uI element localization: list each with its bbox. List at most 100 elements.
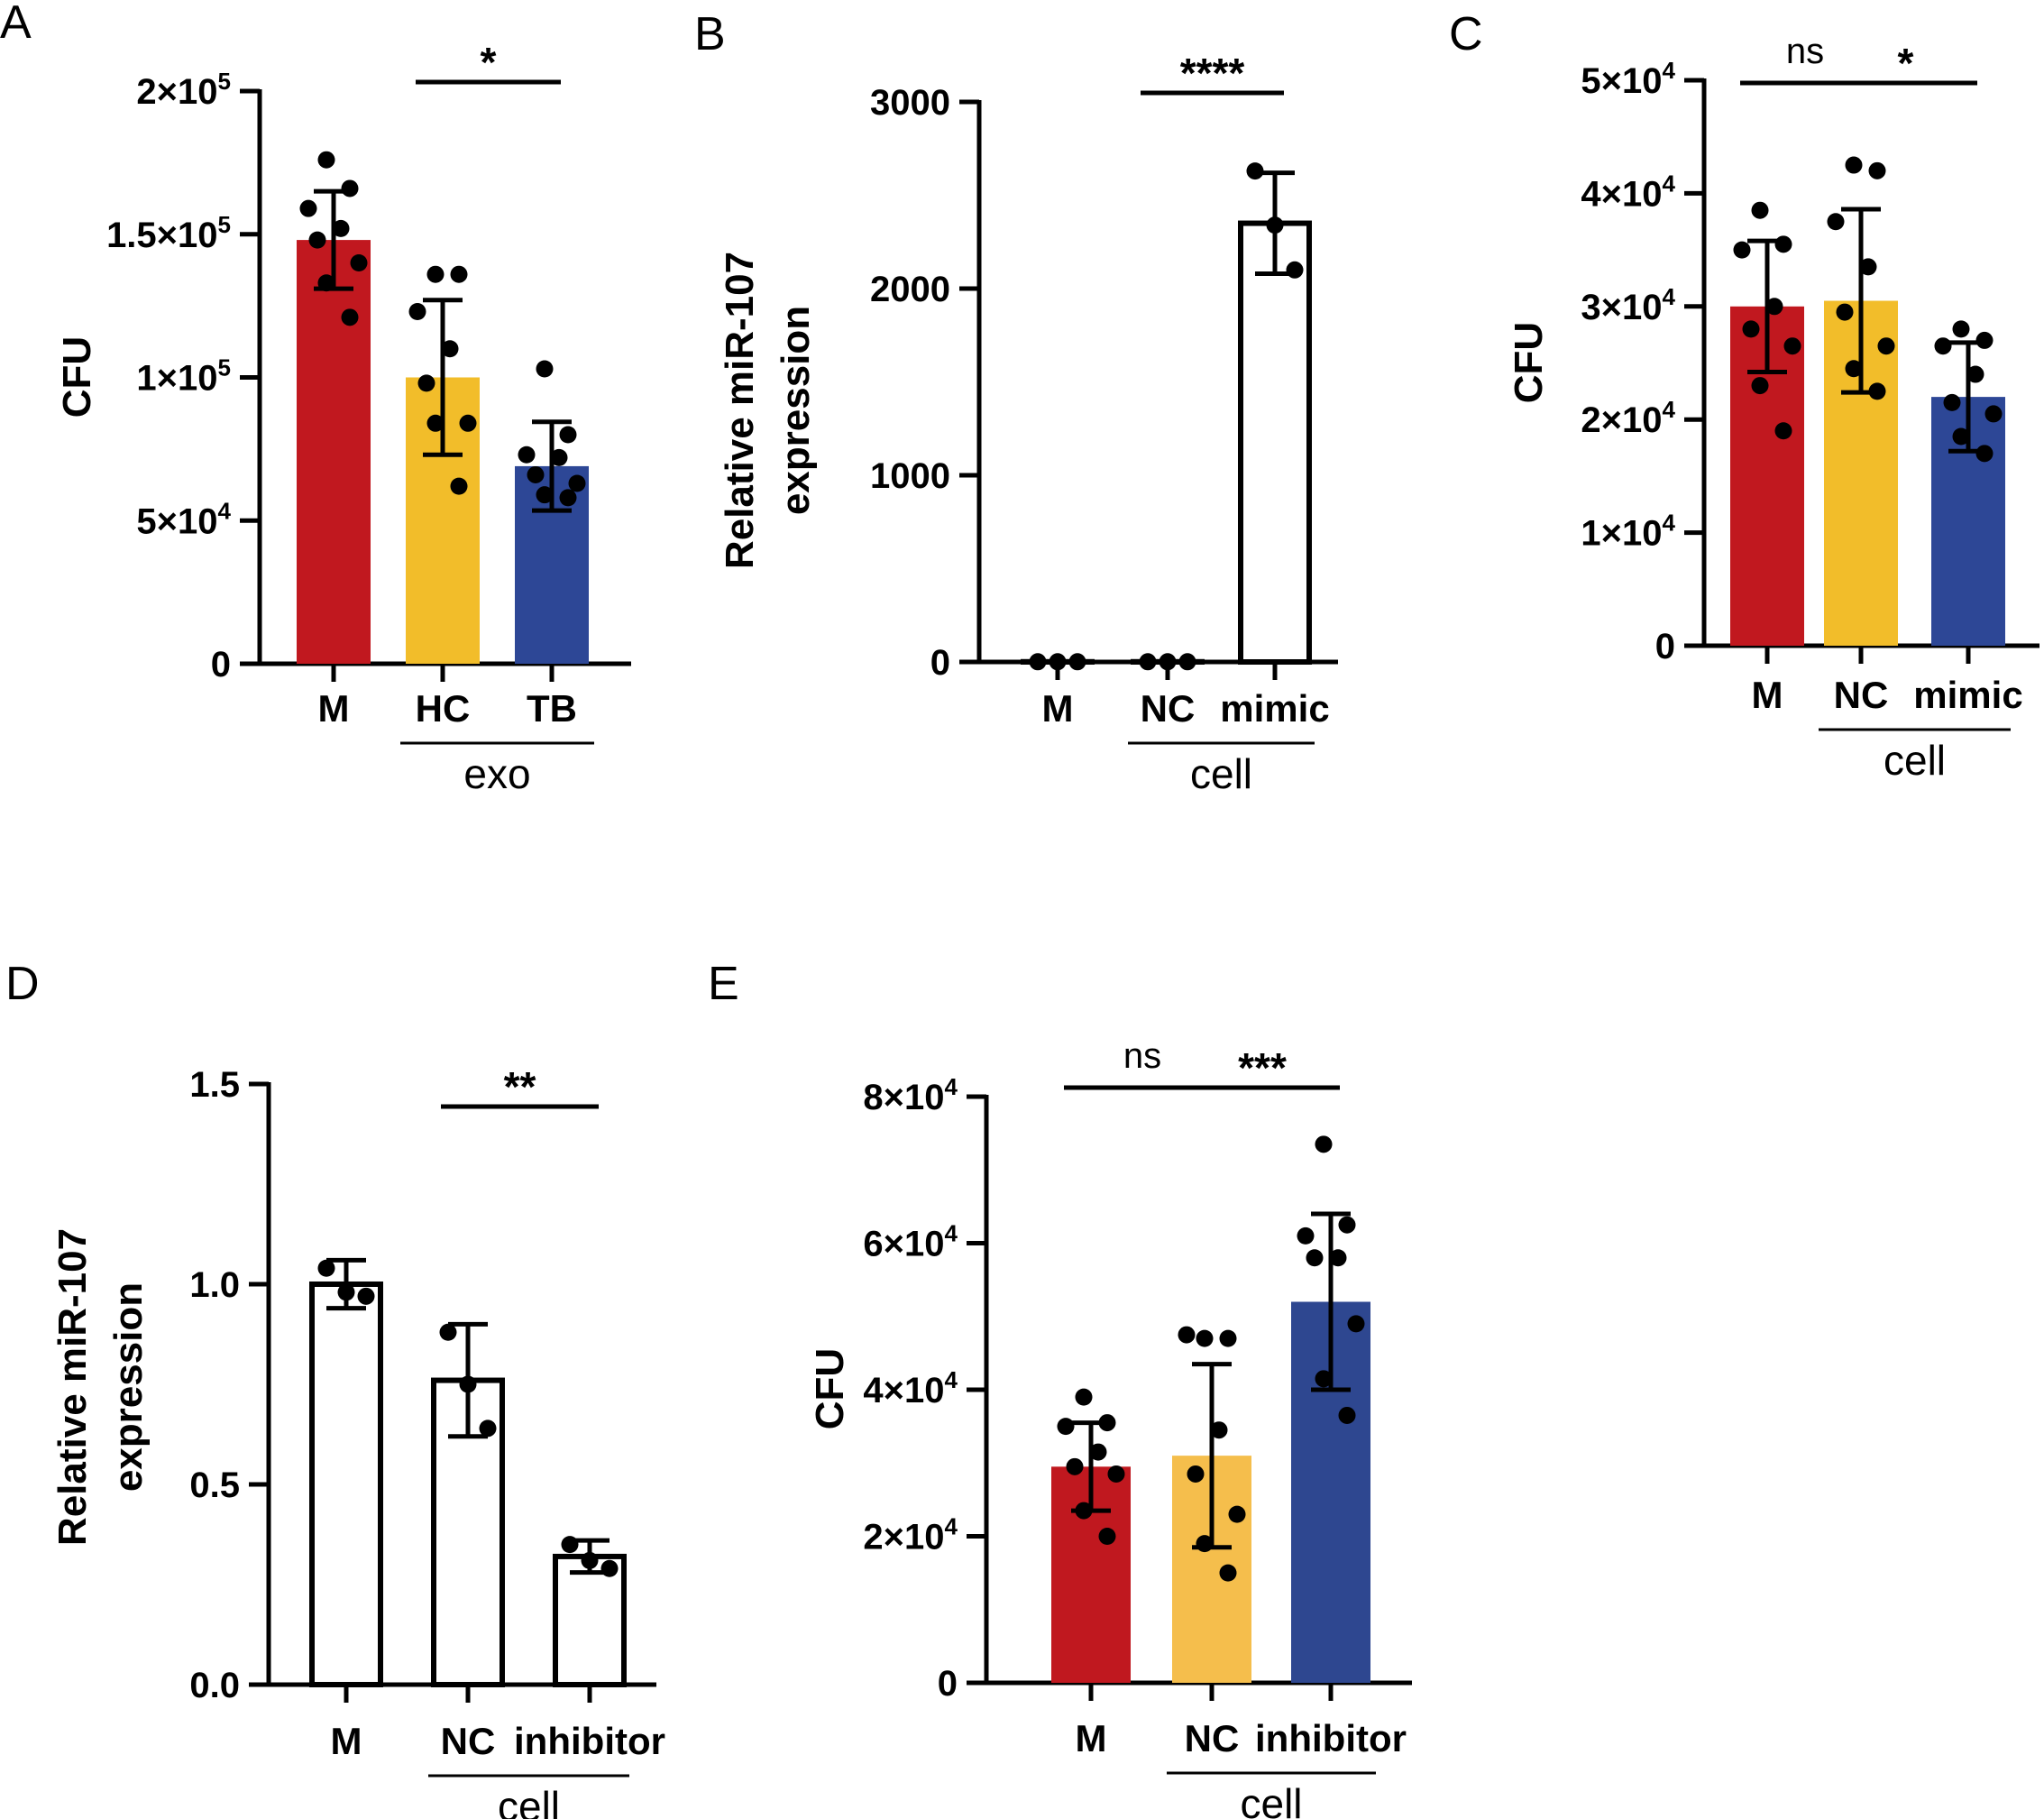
y-tick-label: 6×104 <box>863 1220 958 1264</box>
x-tick-label: NC <box>1834 674 1889 716</box>
data-point <box>1952 427 1970 446</box>
data-point <box>1845 156 1863 174</box>
data-point <box>1196 1329 1214 1347</box>
data-point <box>1338 1216 1356 1234</box>
data-point <box>600 1559 619 1577</box>
data-point <box>1774 235 1792 253</box>
data-point <box>408 302 426 320</box>
data-point <box>459 1375 477 1393</box>
data-point <box>459 414 477 432</box>
x-tick-label: NC <box>1141 687 1196 730</box>
x-tick-label: NC <box>1185 1717 1240 1759</box>
panel-label: B <box>694 8 726 60</box>
significance-label: ns <box>1786 32 1824 71</box>
data-point <box>317 1259 335 1277</box>
data-point <box>332 219 350 237</box>
x-tick-label: mimic <box>1913 674 2022 716</box>
data-point <box>341 179 359 198</box>
data-point <box>1210 1421 1228 1439</box>
data-point <box>1966 365 1984 383</box>
significance-label: *** <box>1238 1044 1287 1091</box>
data-point <box>350 254 368 271</box>
data-point <box>559 426 577 444</box>
data-point <box>357 1287 375 1305</box>
x-tick-label: inhibitor <box>514 1720 665 1762</box>
data-point <box>536 360 554 378</box>
group-label: cell <box>1884 737 1946 784</box>
x-tick-label: HC <box>416 687 471 730</box>
y-tick-label: 1×105 <box>136 354 231 399</box>
data-point <box>1347 1315 1365 1333</box>
y-axis-title: CFU <box>808 1348 852 1429</box>
y-tick-label: 1×104 <box>1581 510 1675 554</box>
x-tick-label: M <box>1752 674 1783 716</box>
data-point <box>1098 1414 1116 1432</box>
y-axis-title: Relative miR-107 expression <box>50 1228 151 1546</box>
data-point <box>308 231 326 249</box>
y-tick-label: 2×104 <box>1581 396 1675 440</box>
y-tick-label: 0 <box>938 1664 958 1704</box>
significance-label: ns <box>1123 1036 1161 1076</box>
y-tick-label: 0 <box>211 645 231 684</box>
y-tick-label: 3×104 <box>1581 283 1675 327</box>
data-point <box>581 1551 599 1569</box>
x-tick-label: inhibitor <box>1255 1717 1407 1759</box>
y-tick-label: 5×104 <box>1581 57 1675 101</box>
data-point <box>417 374 435 392</box>
data-point <box>1765 298 1783 316</box>
panel-label: E <box>708 958 739 1010</box>
data-point <box>1297 1226 1315 1245</box>
data-point <box>1774 422 1792 440</box>
y-tick-label: 4×104 <box>1581 170 1675 214</box>
y-tick-label: 5×104 <box>136 497 231 541</box>
significance-label: * <box>481 39 497 86</box>
panel-label: D <box>5 958 40 1010</box>
data-point <box>450 265 468 283</box>
x-tick-label: M <box>1076 1717 1107 1759</box>
data-point <box>426 414 445 432</box>
bar-M <box>309 1282 383 1687</box>
chart-panel-A: A 0 5×104 1×105 1.5×105 2×105 CFU M HC TB exo * <box>0 0 631 797</box>
data-point <box>1984 405 2003 423</box>
data-point <box>1029 653 1047 671</box>
y-tick-label: 0 <box>1655 627 1675 666</box>
data-point <box>1049 653 1067 671</box>
chart-panel-E: E 0 2×104 4×104 6×104 8×104 CFU M NC inhibitor cel… <box>708 958 1412 1819</box>
y-tick-label: 0.0 <box>189 1666 240 1705</box>
significance-label: **** <box>1180 50 1245 96</box>
x-tick-label: NC <box>441 1720 496 1762</box>
data-point <box>1098 1528 1116 1545</box>
y-tick-label: 2×104 <box>863 1513 958 1557</box>
group-label: cell <box>1190 750 1252 797</box>
data-point <box>439 1323 457 1341</box>
data-point <box>1075 1502 1093 1520</box>
y-tick-label: 0.5 <box>189 1465 240 1505</box>
y-tick-label: 2×105 <box>136 68 231 112</box>
data-point <box>1139 653 1157 671</box>
data-point <box>1827 213 1845 231</box>
group-label: exo <box>463 750 530 797</box>
bar-M <box>297 240 371 664</box>
data-point <box>559 489 577 507</box>
y-tick-label: 1.5×105 <box>106 211 231 255</box>
chart-panel-D: D 0.0 0.5 1.0 1.5 Relative miR-107 expression M… <box>5 958 665 1819</box>
data-point <box>1219 1564 1237 1582</box>
data-point <box>1952 320 1970 338</box>
data-point <box>341 308 359 326</box>
data-point <box>1178 653 1196 671</box>
data-point <box>1266 216 1284 234</box>
data-point <box>1877 337 1895 355</box>
significance-label: ** <box>504 1063 536 1110</box>
data-point <box>1751 377 1769 395</box>
data-point <box>426 265 445 283</box>
data-point <box>1107 1465 1125 1483</box>
y-axis-title: CFU <box>55 336 99 418</box>
data-point <box>1228 1505 1246 1523</box>
data-point <box>1057 1418 1075 1436</box>
data-point <box>1751 201 1769 219</box>
data-point <box>1975 445 1994 463</box>
data-point <box>1068 653 1086 671</box>
y-tick-label: 0 <box>930 643 950 683</box>
data-point <box>1196 1535 1214 1553</box>
